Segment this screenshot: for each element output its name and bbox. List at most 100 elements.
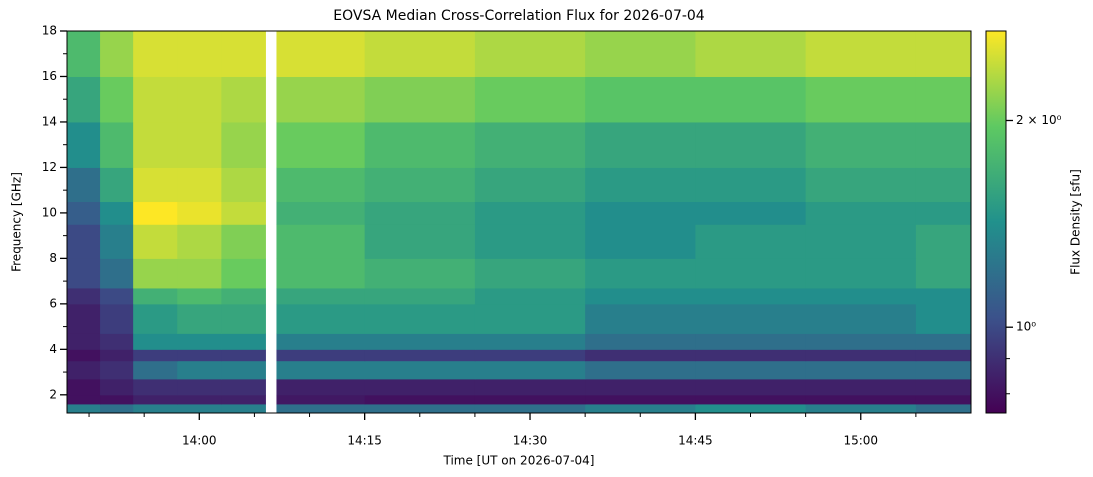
y-tick-label: 18 (42, 24, 57, 38)
heatmap-cell (915, 258, 972, 289)
heatmap-cell (100, 403, 134, 414)
heatmap-cell (177, 333, 222, 350)
heatmap-cell (276, 403, 366, 414)
heatmap-cell (915, 224, 972, 259)
heatmap-cell (133, 121, 178, 168)
heatmap-cell (364, 167, 476, 203)
heatmap-cell (474, 333, 586, 350)
heatmap-cell (915, 303, 972, 334)
heatmap-cell (695, 403, 807, 414)
heatmap-cell (474, 121, 586, 168)
heatmap-cell (585, 201, 696, 225)
heatmap-cell (67, 121, 101, 168)
heatmap-cell (364, 378, 476, 396)
heatmap-cell (695, 201, 807, 225)
heatmap-cell (67, 167, 101, 203)
heatmap-cell (915, 31, 972, 77)
heatmap-cell (276, 360, 366, 380)
heatmap-cell (100, 287, 134, 305)
heatmap-cell (474, 394, 586, 405)
heatmap-cell (276, 333, 366, 350)
heatmap-cell (805, 360, 917, 380)
heatmap-cell (67, 303, 101, 334)
heatmap-cell (133, 349, 178, 362)
heatmap-cell (805, 224, 917, 259)
heatmap-cell (585, 403, 696, 414)
heatmap-cell (133, 224, 178, 259)
heatmap-cell (364, 31, 476, 77)
heatmap-cell (221, 31, 266, 77)
heatmap-cell (364, 258, 476, 289)
heatmap-cell (805, 167, 917, 203)
heatmap-cell (67, 360, 101, 380)
heatmap-cell (177, 349, 222, 362)
heatmap-cell (364, 303, 476, 334)
heatmap-cell (585, 76, 696, 123)
heatmap-cell (805, 394, 917, 405)
x-tick-label: 14:30 (513, 434, 548, 448)
heatmap-cell (100, 394, 134, 405)
heatmap-cell (364, 360, 476, 380)
heatmap-cell (221, 121, 266, 168)
heatmap-cell (133, 287, 178, 305)
x-tick-label: 14:45 (678, 434, 713, 448)
heatmap-cell (695, 76, 807, 123)
heatmap-cell (177, 121, 222, 168)
heatmap-cell (177, 287, 222, 305)
heatmap-cell (364, 394, 476, 405)
heatmap-cell (585, 121, 696, 168)
heatmap-cell (133, 76, 178, 123)
heatmap-cell (474, 360, 586, 380)
heatmap-cell (133, 394, 178, 405)
heatmap-cell (805, 333, 917, 350)
heatmap-cell (805, 31, 917, 77)
heatmap-cell (276, 201, 366, 225)
heatmap-cell (221, 360, 266, 380)
heatmap-cell (221, 349, 266, 362)
heatmap-cell (695, 349, 807, 362)
heatmap-cell (177, 394, 222, 405)
heatmap-cell (915, 167, 972, 203)
heatmap-cell (585, 378, 696, 396)
heatmap-cell (177, 378, 222, 396)
heatmap-cell (585, 333, 696, 350)
x-axis-label: Time [UT on 2026-07-04] (443, 454, 595, 468)
heatmap-cell (177, 76, 222, 123)
heatmap-cell (695, 333, 807, 350)
heatmap-cell (100, 360, 134, 380)
heatmap-cell (67, 403, 101, 414)
heatmap-cell (177, 403, 222, 414)
heatmap-cell (100, 303, 134, 334)
heatmap-cell (67, 76, 101, 123)
heatmap-cell (915, 201, 972, 225)
heatmap-cell (67, 258, 101, 289)
y-tick-label: 14 (42, 114, 57, 128)
heatmap-cell (585, 349, 696, 362)
heatmap-cell (474, 201, 586, 225)
heatmap-cell (915, 349, 972, 362)
heatmap-cell (276, 394, 366, 405)
heatmap-cell (364, 349, 476, 362)
heatmap-cell (133, 360, 178, 380)
colorbar-label: Flux Density [sfu] (1069, 169, 1083, 275)
heatmap-cell (805, 121, 917, 168)
heatmap-cell (695, 31, 807, 77)
heatmap-cell (474, 167, 586, 203)
y-tick-label: 12 (42, 160, 57, 174)
heatmap-cell (585, 394, 696, 405)
heatmap-cell (695, 378, 807, 396)
heatmap-cell (915, 121, 972, 168)
heatmap-cell (805, 349, 917, 362)
heatmap-cell (177, 303, 222, 334)
colorbar-tick-label: 2 × 10⁰ (1016, 113, 1062, 127)
heatmap-cell (915, 333, 972, 350)
heatmap-cell (177, 360, 222, 380)
heatmap-cell (805, 76, 917, 123)
heatmap-cell (474, 31, 586, 77)
heatmap-cell (67, 349, 101, 362)
heatmap-cell (221, 76, 266, 123)
heatmap-cell (100, 76, 134, 123)
heatmap-cell (100, 167, 134, 203)
heatmap-cell (364, 333, 476, 350)
